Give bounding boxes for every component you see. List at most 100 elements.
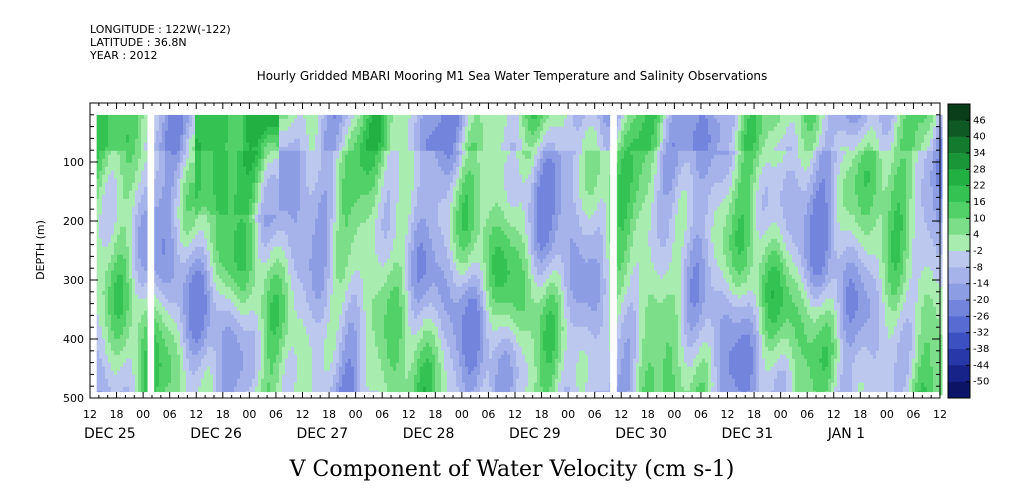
heatmap-cell: [765, 174, 769, 180]
heatmap-cell: [351, 118, 355, 124]
heatmap-cell: [621, 146, 625, 152]
heatmap-cell: [804, 146, 808, 152]
heatmap-cell: [345, 138, 349, 144]
heatmap-cell: [204, 130, 208, 136]
heatmap-cell: [786, 118, 790, 124]
heatmap-cell: [438, 174, 442, 180]
heatmap-cell: [300, 170, 304, 176]
heatmap-cell: [726, 154, 730, 160]
heatmap-cell: [129, 114, 133, 120]
heatmap-cell: [453, 182, 457, 188]
heatmap-cell: [732, 134, 736, 140]
heatmap-cell: [339, 178, 343, 184]
heatmap-cell: [684, 134, 688, 140]
heatmap-cell: [591, 170, 595, 176]
heatmap-cell: [492, 174, 496, 180]
heatmap-cell: [276, 146, 280, 152]
heatmap-cell: [327, 166, 331, 172]
heatmap-cell: [729, 174, 733, 180]
heatmap-cell: [753, 146, 757, 152]
heatmap-cell: [678, 178, 682, 184]
heatmap-cell: [429, 178, 433, 184]
heatmap-cell: [909, 158, 913, 164]
heatmap-cell: [438, 150, 442, 156]
heatmap-cell: [888, 126, 892, 132]
heatmap-cell: [663, 142, 667, 148]
heatmap-cell: [321, 170, 325, 176]
heatmap-cell: [321, 138, 325, 144]
heatmap-cell: [807, 162, 811, 168]
heatmap-cell: [744, 170, 748, 176]
heatmap-cell: [846, 170, 850, 176]
heatmap-cell: [873, 178, 877, 184]
heatmap-cell: [714, 178, 718, 184]
heatmap-cell: [777, 146, 781, 152]
heatmap-cell: [642, 134, 646, 140]
heatmap-cell: [486, 174, 490, 180]
heatmap-cell: [456, 126, 460, 132]
heatmap-cell: [564, 146, 568, 152]
heatmap-cell: [306, 122, 310, 128]
heatmap-cell: [765, 142, 769, 148]
heatmap-cell: [768, 166, 772, 172]
heatmap-cell: [651, 150, 655, 156]
heatmap-cell: [264, 122, 268, 128]
heatmap-cell: [483, 166, 487, 172]
heatmap-cell: [246, 122, 250, 128]
heatmap-cell: [375, 142, 379, 148]
heatmap-cell: [378, 150, 382, 156]
heatmap-cell: [354, 146, 358, 152]
heatmap-cell: [831, 142, 835, 148]
heatmap-cell: [819, 114, 823, 120]
heatmap-cell: [438, 146, 442, 152]
heatmap-cell: [801, 154, 805, 160]
heatmap-cell: [393, 130, 397, 136]
heatmap-cell: [300, 122, 304, 128]
heatmap-cell: [267, 114, 271, 120]
heatmap-cell: [114, 174, 118, 180]
heatmap-cell: [639, 134, 643, 140]
heatmap-cell: [771, 138, 775, 144]
heatmap-cell: [198, 150, 202, 156]
heatmap-cell: [168, 166, 172, 172]
heatmap-cell: [618, 118, 622, 124]
heatmap-cell: [477, 146, 481, 152]
heatmap-cell: [321, 122, 325, 128]
heatmap-cell: [186, 126, 190, 132]
heatmap-cell: [900, 130, 904, 136]
heatmap-cell: [900, 178, 904, 184]
heatmap-cell: [141, 158, 145, 164]
heatmap-cell: [339, 170, 343, 176]
heatmap-cell: [633, 142, 637, 148]
heatmap-cell: [570, 182, 574, 188]
heatmap-cell: [759, 170, 763, 176]
heatmap-cell: [345, 166, 349, 172]
heatmap-cell: [273, 178, 277, 184]
heatmap-cell: [471, 114, 475, 120]
heatmap-cell: [777, 170, 781, 176]
heatmap-cell: [285, 170, 289, 176]
heatmap-cell: [672, 158, 676, 164]
heatmap-cell: [399, 142, 403, 148]
heatmap-cell: [600, 150, 604, 156]
heatmap-cell: [366, 122, 370, 128]
heatmap-cell: [705, 178, 709, 184]
heatmap-cell: [465, 130, 469, 136]
heatmap-cell: [849, 150, 853, 156]
heatmap-cell: [417, 158, 421, 164]
heatmap-cell: [363, 170, 367, 176]
heatmap-cell: [558, 170, 562, 176]
heatmap-cell: [798, 130, 802, 136]
heatmap-cell: [402, 170, 406, 176]
heatmap-cell: [138, 154, 142, 160]
heatmap-cell: [471, 134, 475, 140]
heatmap-cell: [513, 126, 517, 132]
heatmap-cell: [894, 146, 898, 152]
heatmap-cell: [420, 170, 424, 176]
heatmap-cell: [285, 162, 289, 168]
heatmap-cell: [639, 138, 643, 144]
heatmap-cell: [249, 134, 253, 140]
heatmap-cell: [162, 118, 166, 124]
heatmap-cell: [459, 114, 463, 120]
heatmap-cell: [771, 174, 775, 180]
